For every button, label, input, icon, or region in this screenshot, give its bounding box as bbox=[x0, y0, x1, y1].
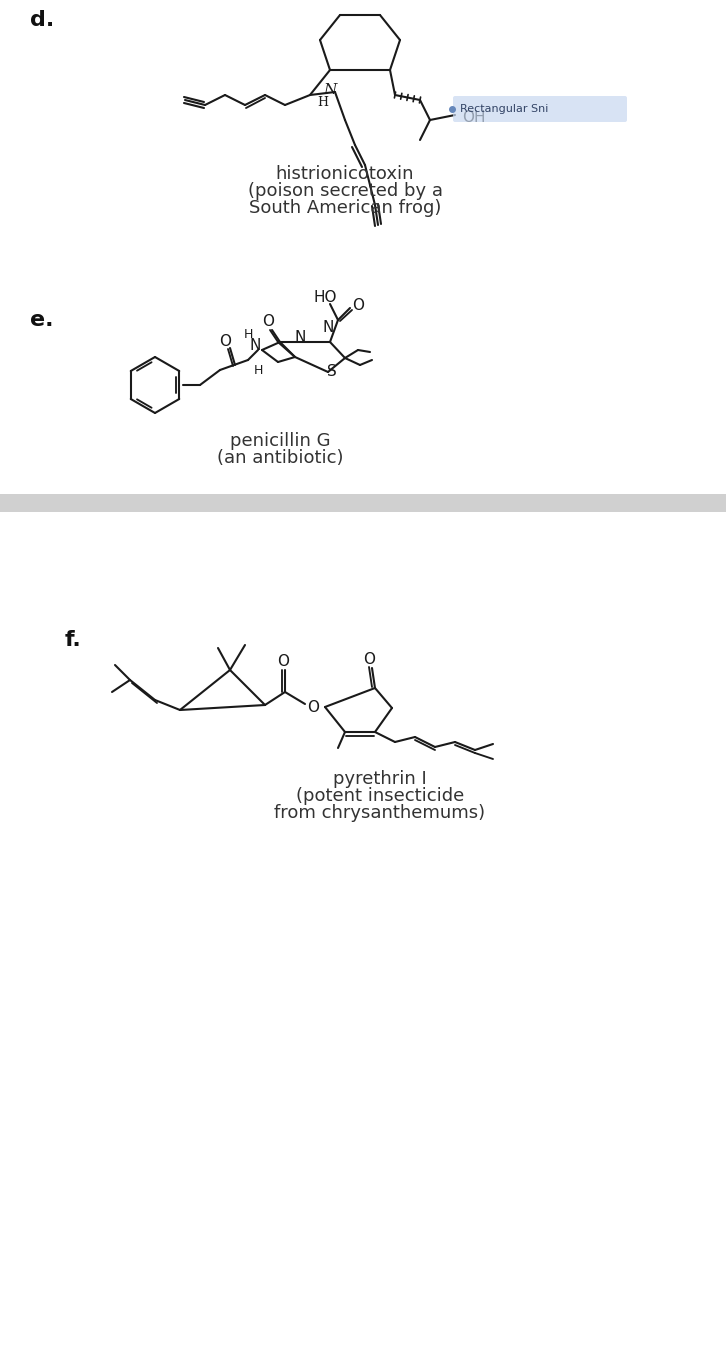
Text: N: N bbox=[249, 337, 261, 352]
Text: pyrethrin I: pyrethrin I bbox=[333, 770, 427, 787]
Text: Rectangular Sni: Rectangular Sni bbox=[460, 103, 548, 114]
Text: N: N bbox=[322, 320, 334, 335]
Text: South American frog): South American frog) bbox=[249, 199, 441, 218]
Text: O: O bbox=[363, 653, 375, 668]
FancyBboxPatch shape bbox=[453, 97, 627, 122]
Text: N: N bbox=[323, 83, 337, 97]
Text: (an antibiotic): (an antibiotic) bbox=[217, 449, 343, 466]
Text: HO: HO bbox=[313, 291, 337, 306]
Text: O: O bbox=[307, 699, 319, 714]
Text: O: O bbox=[352, 298, 364, 314]
Text: from chrysanthemums): from chrysanthemums) bbox=[274, 804, 486, 821]
Text: H: H bbox=[317, 95, 328, 109]
Text: histrionicotoxin: histrionicotoxin bbox=[276, 165, 415, 184]
Text: O: O bbox=[262, 314, 274, 329]
Text: (potent insecticide: (potent insecticide bbox=[296, 787, 464, 805]
Text: d.: d. bbox=[30, 10, 54, 30]
Text: e.: e. bbox=[30, 310, 54, 330]
Bar bbox=[0, 494, 726, 511]
Text: penicillin G: penicillin G bbox=[229, 432, 330, 450]
Text: f.: f. bbox=[65, 630, 82, 650]
Text: N: N bbox=[294, 330, 306, 345]
Text: S: S bbox=[327, 364, 337, 379]
Text: H: H bbox=[253, 363, 263, 377]
Text: O: O bbox=[219, 335, 231, 350]
Text: OH: OH bbox=[462, 110, 486, 125]
Text: (poison secreted by a: (poison secreted by a bbox=[248, 182, 443, 200]
Text: O: O bbox=[277, 654, 289, 669]
Text: H: H bbox=[243, 329, 253, 341]
